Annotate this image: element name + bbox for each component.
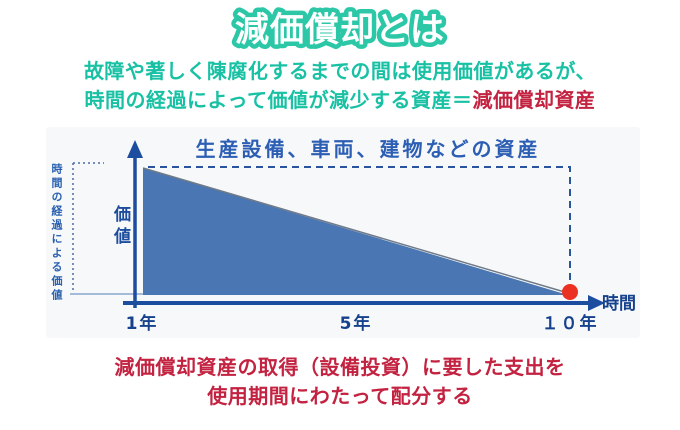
left-axis-note: 時間の経過による価値	[50, 163, 63, 303]
intro-line-2-teal: 時間の経過によって価値が減少する資産＝	[84, 88, 473, 112]
end-value-dot	[562, 284, 578, 300]
x-tick-year-5: 5年	[339, 314, 373, 334]
y-axis-label: 価値	[110, 205, 130, 249]
chart-canvas	[70, 140, 605, 311]
depreciation-chart: 生産設備、車両、建物などの資産 時間の経過による価値 価値 1年 5年 １０年 …	[46, 127, 640, 338]
x-tick-year-10: １０年	[541, 314, 599, 334]
dashed-guide-box	[148, 166, 571, 288]
footer-text: 減価償却資産の取得（設備投資）に要した支出を 使用期間にわたって配分する	[0, 353, 680, 411]
page-title: 減価償却とは	[235, 10, 445, 50]
page-title-banner: 減価償却とは	[231, 6, 449, 55]
x-axis-arrowhead	[588, 295, 605, 311]
intro-line-2: 時間の経過によって価値が減少する資産＝減価償却資産	[0, 86, 680, 115]
y-axis-arrowhead	[127, 140, 143, 158]
intro-line-2-highlight: 減価償却資産	[472, 88, 596, 112]
value-decline-edge	[142, 167, 569, 294]
intro-line-1: 故障や著しく陳腐化するまでの間は使用価値があるが、	[83, 59, 597, 83]
chart-title: 生産設備、車両、建物などの資産	[195, 137, 541, 161]
footer-line-1: 減価償却資産の取得（設備投資）に要した支出を	[114, 355, 566, 379]
footer-line-2: 使用期間にわたって配分する	[207, 384, 473, 408]
intro-text: 故障や著しく陳腐化するまでの間は使用価値があるが、 時間の経過によって価値が減少…	[0, 57, 680, 115]
x-tick-year-1: 1年	[125, 314, 159, 334]
x-axis-label: 時間	[602, 294, 636, 314]
